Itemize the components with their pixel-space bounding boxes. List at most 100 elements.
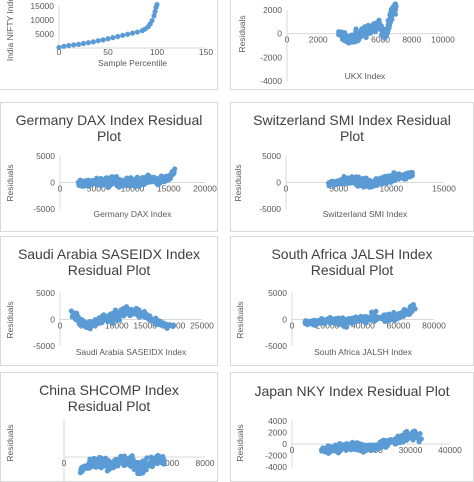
data-point [125, 31, 131, 37]
data-point [364, 179, 370, 185]
data-point [76, 41, 82, 47]
y-tick-label: 0 [50, 315, 55, 325]
data-point [70, 313, 76, 319]
x-tick-label: 0 [290, 445, 295, 455]
data-point [112, 459, 118, 465]
chart-panel-india: 0 50 100 150 5000 10000 15000 Sample Percentile… [0, 0, 218, 90]
data-point [387, 174, 393, 180]
chart-title-germany: Germany DAX Index Residual Plot [1, 112, 217, 144]
data-point [80, 465, 86, 472]
chart-panel-south-africa: South Africa JALSH Index Residual Plot 0… [230, 236, 474, 366]
data-point [382, 442, 388, 449]
chart-panel-ukx: 020004000600080001000020000-2000-4000UKX… [230, 0, 474, 90]
x-tick-label: 6000 [371, 35, 390, 45]
data-point [338, 32, 344, 38]
data-point [121, 462, 127, 469]
data-point [373, 308, 379, 314]
data-point [367, 443, 374, 449]
data-point [155, 176, 161, 182]
data-point [110, 35, 116, 41]
y-tick-label: 5000 [262, 151, 281, 161]
data-point [114, 183, 120, 189]
data-point [105, 319, 111, 325]
data-point [85, 461, 91, 468]
y-tick-label: 0 [282, 315, 287, 325]
data-point [397, 312, 403, 318]
data-point [134, 177, 140, 183]
y-tick-label: 0 [276, 178, 281, 188]
y-tick-label: -5000 [265, 341, 287, 351]
data-point [309, 318, 315, 324]
y-axis-title: Residuals [233, 164, 243, 201]
x-tick-label: 60000 [387, 321, 411, 331]
data-point [129, 453, 135, 459]
x-axis-title: Germany DAX Index [94, 209, 173, 219]
chart-title-china: China SHCOMP Index Residual Plot [1, 382, 217, 414]
data-point [357, 182, 363, 189]
data-point [79, 317, 85, 323]
data-point [342, 444, 348, 450]
y-axis-title: India NIFTY Index [5, 0, 15, 61]
data-point [154, 319, 160, 326]
data-point [355, 37, 361, 44]
y-tick-label: 0 [277, 29, 282, 39]
data-point [160, 455, 166, 461]
y-tick-label: 0 [282, 439, 287, 449]
data-point [372, 313, 378, 319]
title-line: Japan NKY Index Residual Plot [254, 383, 450, 399]
x-tick-label: 15000 [133, 321, 157, 331]
y-tick-label: 5000 [36, 288, 55, 298]
data-point [357, 177, 363, 183]
data-point [131, 181, 138, 187]
x-tick-label: 80000 [422, 321, 446, 331]
x-tick-label: 15000 [157, 184, 181, 194]
data-point [112, 307, 118, 313]
chart-title-saudi: Saudi Arabia SASEIDX Index Residual Plot [1, 246, 217, 278]
y-axis-title: Residuals [235, 301, 245, 338]
data-point [90, 319, 96, 325]
data-point [303, 318, 310, 325]
x-axis-title: UKX Index [345, 71, 386, 81]
y-tick-label: -5000 [33, 341, 55, 351]
data-point [134, 29, 140, 35]
data-point [379, 27, 385, 33]
data-point [97, 459, 104, 466]
data-point [160, 178, 166, 184]
data-point [61, 43, 67, 49]
data-point [394, 438, 401, 444]
x-tick-label: 40000 [351, 321, 375, 331]
chart-svg-ukx: 020004000600080001000020000-2000-4000UKX… [237, 1, 455, 86]
title-line: Saudi Arabia SASEIDX Index [17, 246, 201, 262]
data-point [139, 180, 145, 186]
data-point [154, 2, 160, 8]
data-point [105, 181, 111, 187]
data-point [129, 30, 136, 36]
data-point [348, 175, 354, 181]
data-point [156, 453, 162, 460]
data-point [416, 439, 422, 445]
chart-panel-saudi: Saudi Arabia SASEIDX Index Residual Plot… [0, 236, 218, 366]
x-axis-title: South Africa JALSH Index [314, 347, 413, 357]
data-point [86, 179, 92, 185]
chart-svg-saudi: 050001000015000200002500050000-5000Saudi… [5, 288, 214, 357]
data-point [136, 314, 142, 320]
chart-panel-china: China SHCOMP Index Residual Plot 0200040… [0, 372, 218, 482]
data-point [120, 32, 126, 39]
data-point [407, 171, 413, 177]
chart-title-japan: Japan NKY Index Residual Plot [231, 383, 473, 399]
x-tick-label: 50 [103, 47, 113, 57]
x-tick-label: 20000 [316, 321, 340, 331]
x-tick-label: 8000 [196, 458, 215, 468]
chart-panel-germany: Germany DAX Index Residual Plot 0 5000 100… [0, 102, 218, 232]
data-point [386, 18, 392, 24]
x-tick-label: 10000 [380, 184, 404, 194]
data-point [56, 44, 62, 51]
y-tick-label: 15000 [30, 1, 54, 11]
data-point [151, 179, 157, 185]
data-point [388, 439, 394, 445]
data-point [135, 470, 141, 477]
data-point [95, 182, 102, 188]
data-point [135, 459, 141, 466]
data-point [368, 183, 375, 190]
